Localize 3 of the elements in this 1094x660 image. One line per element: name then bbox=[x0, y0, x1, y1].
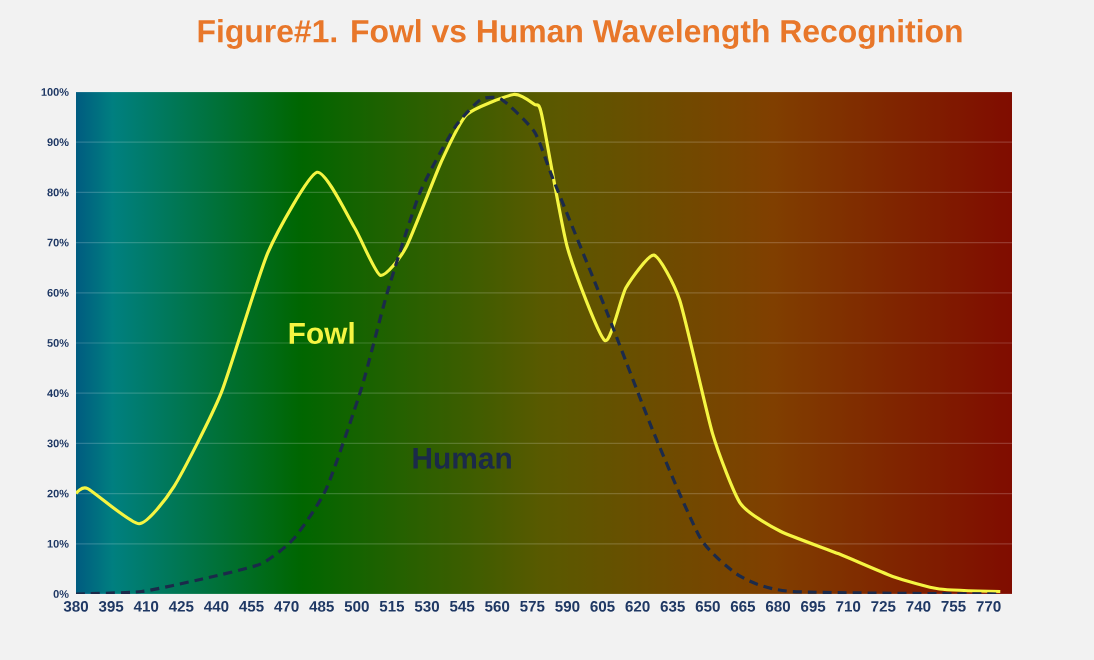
chart-title: Figure#1. Fowl vs Human Wavelength Recognition bbox=[198, 19, 962, 49]
text: Human bbox=[413, 448, 511, 469]
series-label: Fowl bbox=[289, 321, 354, 344]
